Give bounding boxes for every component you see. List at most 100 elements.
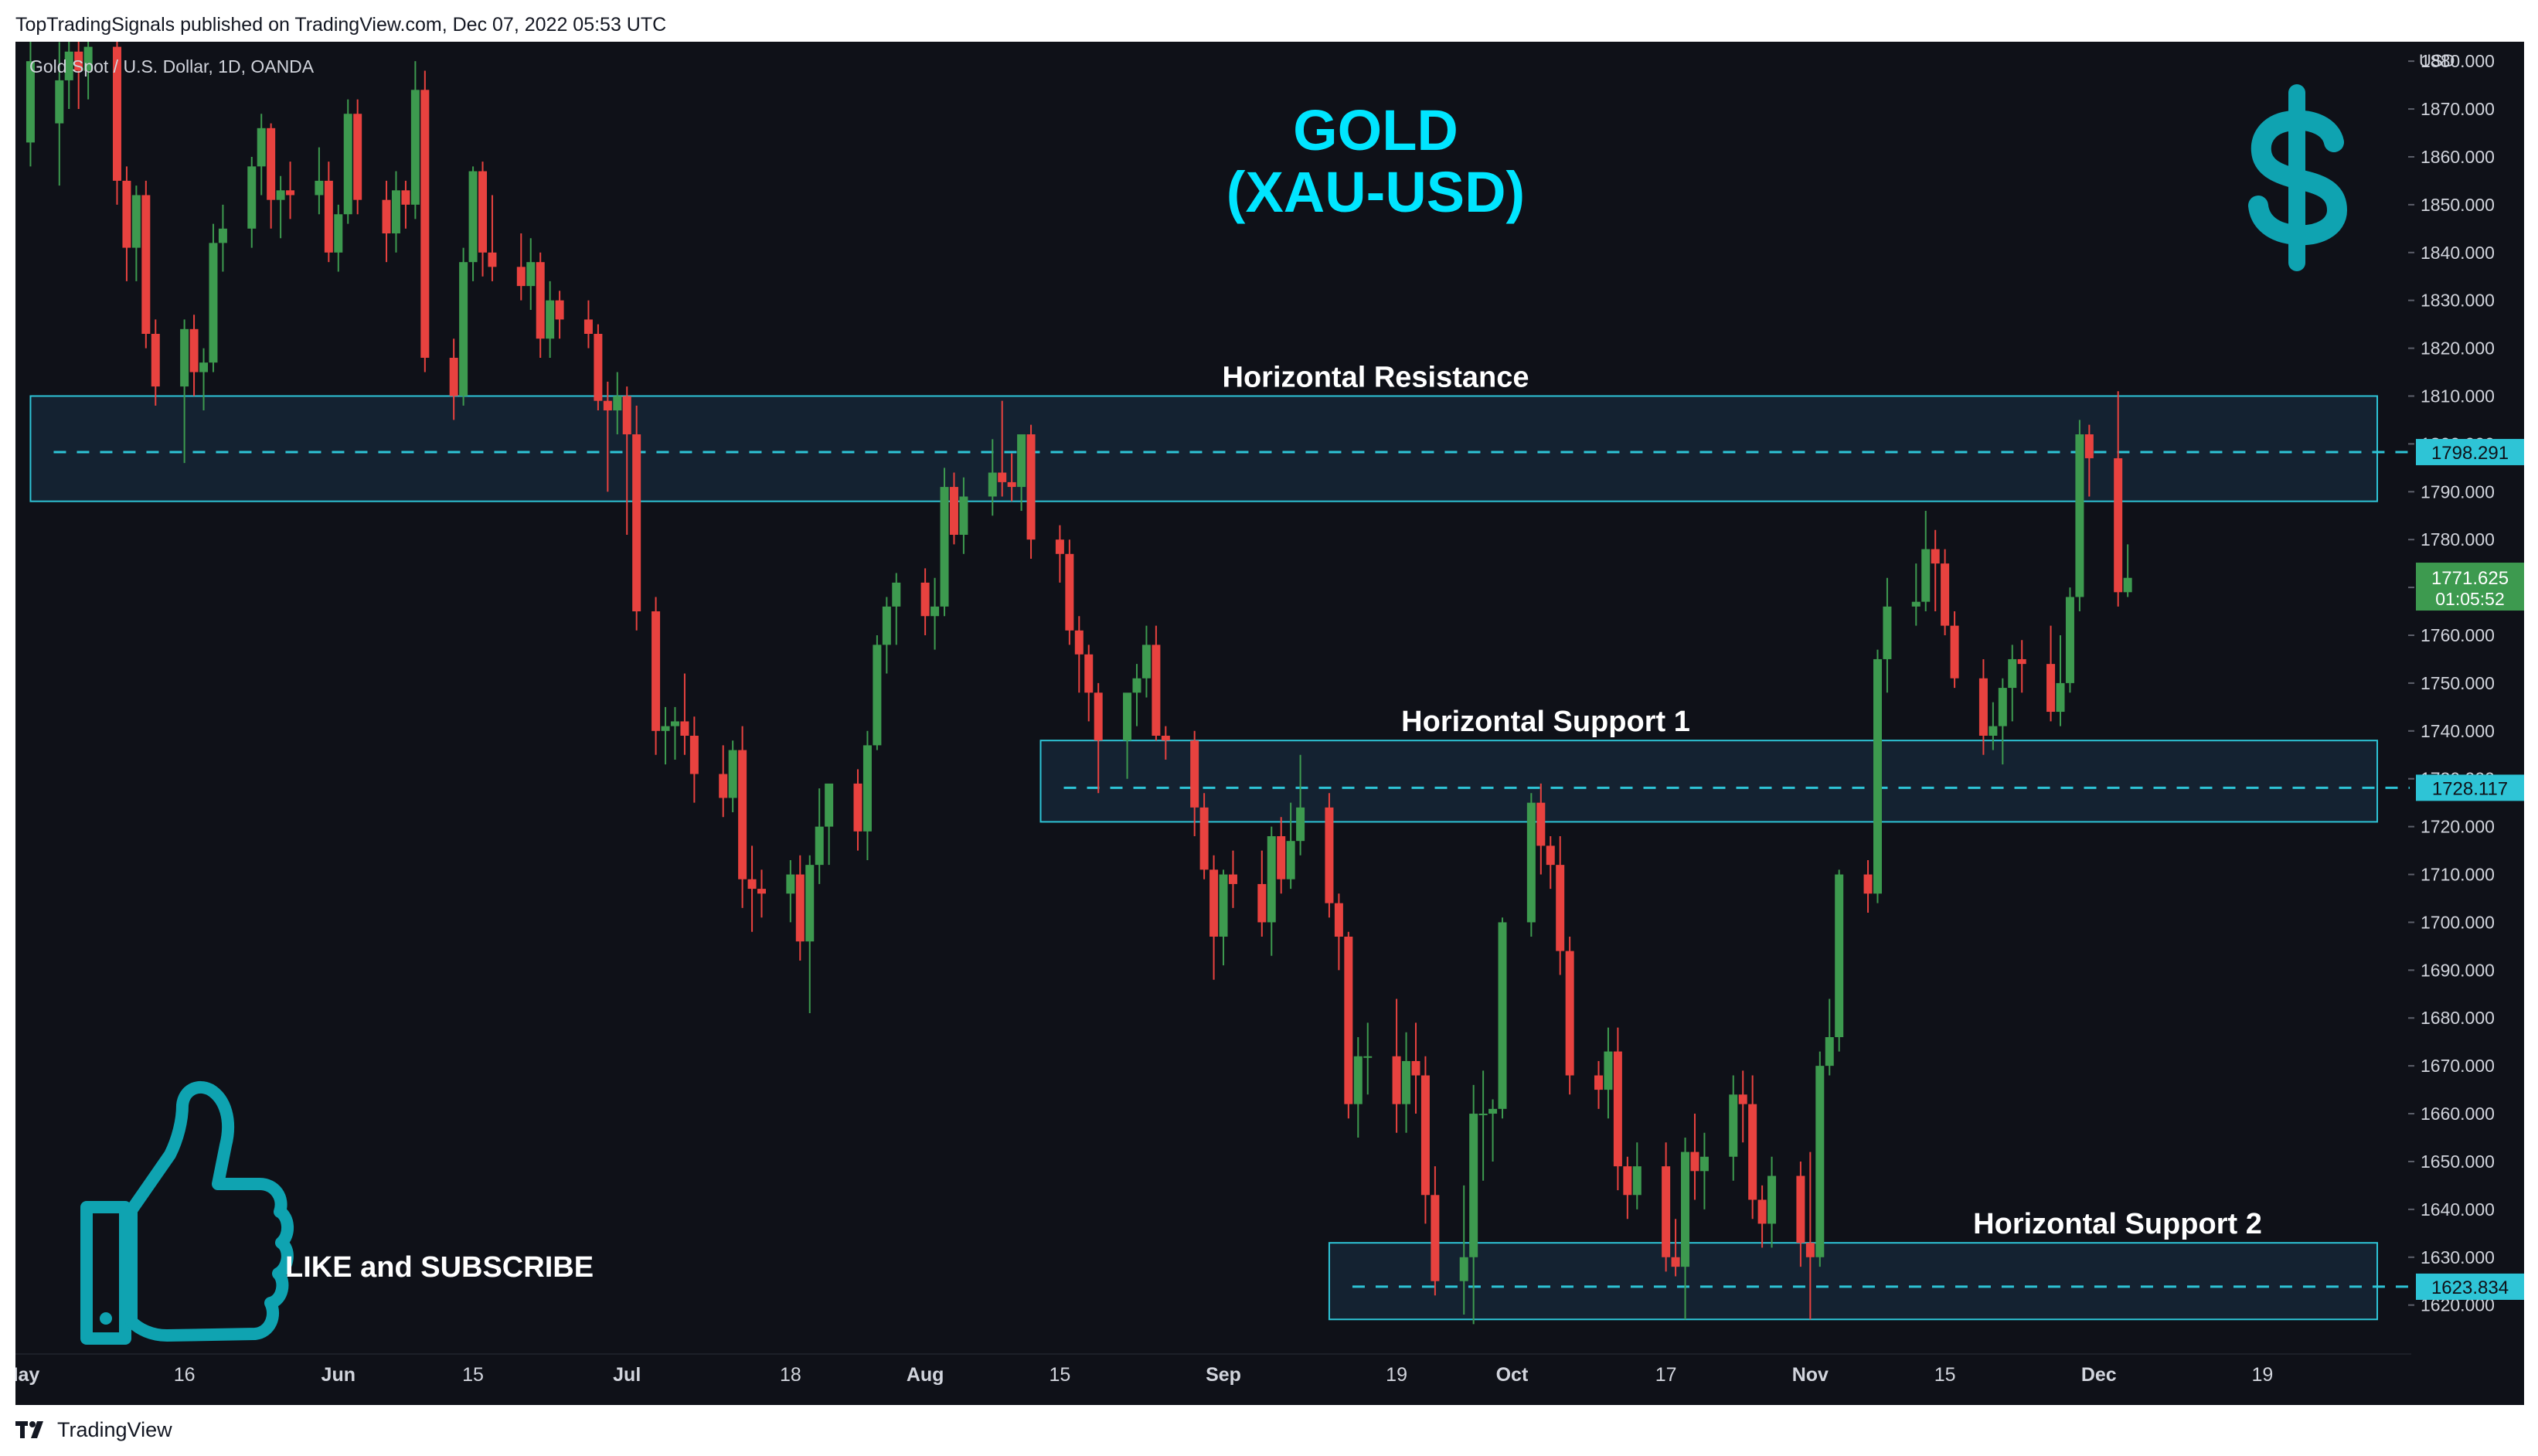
candle-body-38[interactable]	[546, 300, 555, 339]
candle-body-100[interactable]	[1363, 1056, 1373, 1058]
candle-body-21[interactable]	[324, 180, 333, 253]
candle-body-47[interactable]	[661, 726, 670, 731]
candle-body-67[interactable]	[930, 606, 940, 617]
candle-body-70[interactable]	[959, 496, 968, 535]
candle-body-95[interactable]	[1296, 807, 1305, 842]
candle-body-12[interactable]	[199, 362, 209, 373]
candle-body-49[interactable]	[680, 721, 689, 736]
candle-body-108[interactable]	[1478, 1114, 1488, 1116]
candle-body-46[interactable]	[652, 611, 661, 731]
candle-body-83[interactable]	[1141, 645, 1151, 679]
candle-body-22[interactable]	[334, 214, 343, 253]
candle-body-81[interactable]	[1123, 692, 1132, 741]
candle-body-33[interactable]	[478, 171, 488, 253]
candle-body-75[interactable]	[1026, 434, 1036, 540]
candle-body-2[interactable]	[64, 51, 73, 80]
candle-body-105[interactable]	[1431, 1195, 1440, 1281]
candle-body-76[interactable]	[1055, 539, 1064, 554]
candle-body-42[interactable]	[603, 400, 612, 411]
candle-body-97[interactable]	[1334, 903, 1343, 937]
candle-body-143[interactable]	[1950, 625, 1959, 679]
candle-body-111[interactable]	[1526, 802, 1536, 923]
zone-box-1[interactable]	[29, 395, 2378, 502]
candle-body-115[interactable]	[1565, 951, 1574, 1076]
candle-body-104[interactable]	[1420, 1075, 1430, 1196]
candle-body-72[interactable]	[998, 472, 1007, 482]
candle-body-91[interactable]	[1257, 883, 1267, 923]
zone-box-3[interactable]	[1328, 1242, 2378, 1321]
candle-body-106[interactable]	[1459, 1257, 1468, 1281]
candle-body-66[interactable]	[920, 582, 930, 617]
candle-body-142[interactable]	[1941, 563, 1950, 626]
candle-body-74[interactable]	[1017, 434, 1026, 488]
candle-body-136[interactable]	[1863, 874, 1873, 894]
candle-body-119[interactable]	[1623, 1166, 1632, 1196]
candle-body-3[interactable]	[74, 51, 83, 71]
candle-body-59[interactable]	[815, 826, 824, 866]
candle-body-103[interactable]	[1411, 1060, 1420, 1076]
candle-body-80[interactable]	[1094, 692, 1103, 741]
candle-body-20[interactable]	[315, 180, 324, 196]
candle-body-6[interactable]	[122, 180, 131, 248]
candle-body-96[interactable]	[1325, 807, 1334, 903]
candle-body-118[interactable]	[1613, 1051, 1622, 1167]
candlestick-chart[interactable]: Horizontal Resistance Horizontal Support …	[15, 42, 2524, 1405]
candle-body-110[interactable]	[1498, 922, 1507, 1109]
candle-body-130[interactable]	[1767, 1175, 1777, 1224]
candle-body-65[interactable]	[892, 582, 901, 607]
candle-body-41[interactable]	[594, 334, 603, 401]
candle-body-61[interactable]	[853, 783, 862, 832]
candle-body-121[interactable]	[1662, 1166, 1671, 1257]
candle-body-44[interactable]	[622, 396, 631, 434]
candle-body-50[interactable]	[689, 736, 699, 774]
symbol-legend[interactable]: Gold Spot / U.S. Dollar, 1D, OANDA	[29, 56, 315, 77]
candle-body-31[interactable]	[459, 262, 468, 396]
candle-body-51[interactable]	[719, 774, 728, 798]
candle-body-139[interactable]	[1911, 601, 1921, 607]
candle-body-57[interactable]	[795, 874, 805, 942]
candle-body-129[interactable]	[1757, 1199, 1767, 1224]
candle-body-55[interactable]	[757, 889, 767, 894]
candle-body-28[interactable]	[410, 90, 420, 205]
candle-body-8[interactable]	[141, 195, 151, 334]
candle-body-114[interactable]	[1556, 865, 1565, 951]
candle-body-62[interactable]	[862, 745, 872, 832]
candle-body-98[interactable]	[1344, 937, 1353, 1104]
candle-body-127[interactable]	[1738, 1094, 1747, 1104]
candle-body-36[interactable]	[526, 262, 536, 287]
candle-body-34[interactable]	[488, 252, 497, 267]
candle-body-71[interactable]	[988, 472, 997, 497]
candle-body-73[interactable]	[1007, 481, 1016, 488]
candle-body-1[interactable]	[55, 80, 64, 124]
candle-body-23[interactable]	[343, 114, 352, 215]
candle-body-43[interactable]	[613, 396, 622, 411]
candle-body-9[interactable]	[151, 334, 160, 387]
candle-body-68[interactable]	[940, 487, 949, 607]
candle-body-48[interactable]	[670, 721, 679, 726]
candle-body-32[interactable]	[468, 171, 478, 263]
candle-body-39[interactable]	[555, 300, 564, 320]
candle-body-124[interactable]	[1690, 1152, 1699, 1172]
candle-body-93[interactable]	[1277, 836, 1286, 879]
candle-body-11[interactable]	[189, 328, 199, 373]
candle-body-116[interactable]	[1594, 1075, 1603, 1090]
candle-body-10[interactable]	[180, 328, 189, 387]
candle-body-87[interactable]	[1199, 807, 1209, 870]
candle-body-13[interactable]	[209, 243, 218, 363]
candle-body-86[interactable]	[1190, 740, 1199, 808]
candle-body-64[interactable]	[882, 606, 891, 645]
candle-body-24[interactable]	[353, 114, 362, 200]
candle-body-145[interactable]	[1989, 726, 1998, 736]
candle-body-78[interactable]	[1074, 630, 1084, 655]
candle-body-15[interactable]	[247, 166, 257, 229]
candle-body-35[interactable]	[516, 267, 526, 287]
candle-body-153[interactable]	[2084, 434, 2094, 458]
candle-body-4[interactable]	[83, 46, 93, 71]
candle-body-84[interactable]	[1152, 645, 1161, 736]
candle-body-122[interactable]	[1671, 1257, 1680, 1267]
candle-body-63[interactable]	[873, 645, 882, 746]
candle-body-82[interactable]	[1132, 678, 1141, 693]
candle-body-56[interactable]	[786, 874, 795, 894]
candle-body-45[interactable]	[632, 434, 641, 612]
candle-body-19[interactable]	[286, 190, 295, 196]
